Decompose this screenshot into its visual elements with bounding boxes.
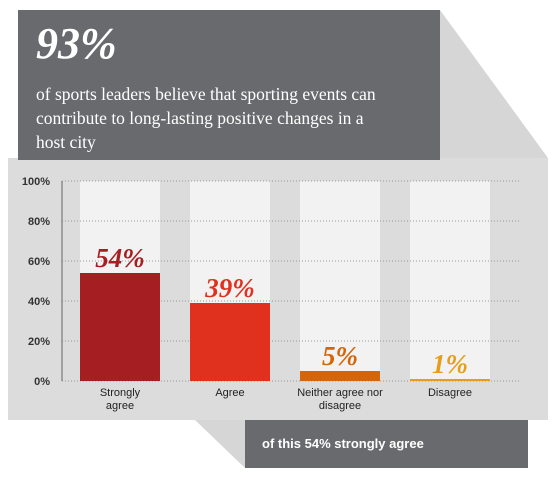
note-box xyxy=(245,420,528,468)
header-text: of sports leaders believe that sporting … xyxy=(36,84,376,104)
y-tick-label: 60% xyxy=(28,256,50,268)
y-tick-label: 80% xyxy=(28,216,50,228)
shadow xyxy=(195,420,245,468)
header-text: host city xyxy=(36,132,96,152)
x-tick-label: Agree xyxy=(215,387,245,399)
value-label: 1% xyxy=(432,349,468,379)
header-box xyxy=(18,10,440,160)
headline-stat: 93% xyxy=(36,19,117,68)
bar-background xyxy=(410,181,490,381)
y-tick-label: 0% xyxy=(34,376,50,388)
value-label: 54% xyxy=(95,243,145,273)
value-label: 5% xyxy=(322,341,358,371)
bar xyxy=(80,273,160,381)
bar xyxy=(190,303,270,381)
y-tick-label: 40% xyxy=(28,296,50,308)
y-tick-label: 100% xyxy=(22,176,50,188)
value-label: 39% xyxy=(204,273,255,303)
bar xyxy=(300,371,380,381)
note: of this 54% strongly agree xyxy=(262,436,424,451)
header-text: contribute to long-lasting positive chan… xyxy=(36,108,364,128)
bar-background xyxy=(300,181,380,381)
bar xyxy=(410,379,490,381)
x-tick-label: Disagree xyxy=(427,387,473,399)
x-tick-label: Strongly agree xyxy=(99,387,141,412)
x-tick-label: Neither agree nor disagree xyxy=(297,387,383,412)
y-tick-label: 20% xyxy=(28,336,50,348)
